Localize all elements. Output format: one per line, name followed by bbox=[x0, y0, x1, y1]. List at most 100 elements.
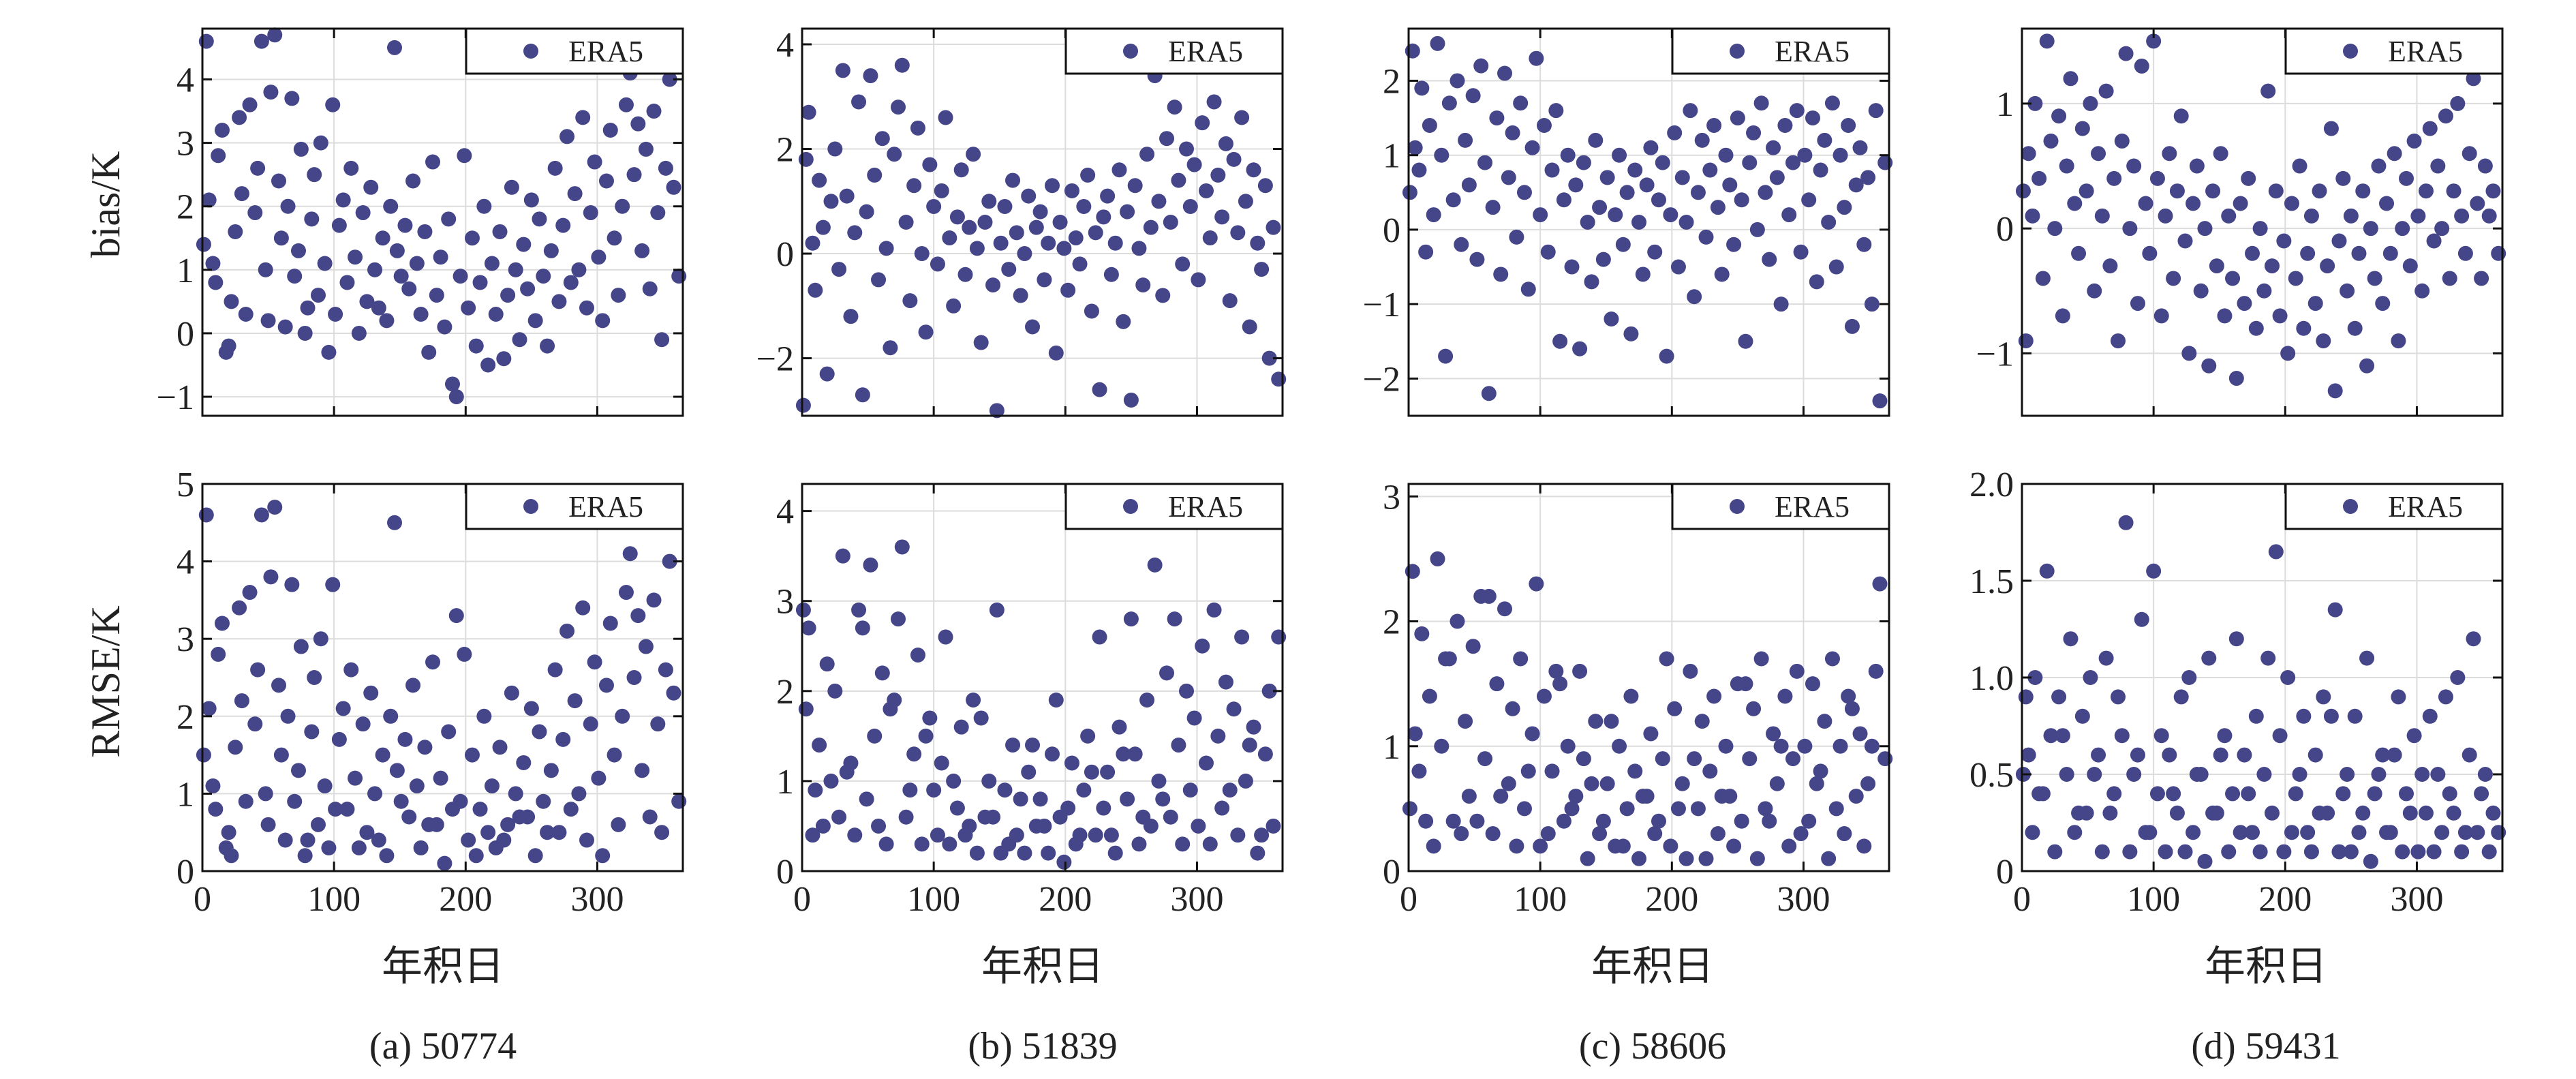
data-point bbox=[2402, 805, 2418, 821]
data-point bbox=[472, 802, 488, 817]
data-point bbox=[1139, 693, 1155, 708]
data-point bbox=[1762, 252, 1777, 267]
data-point bbox=[1868, 103, 1884, 119]
data-point bbox=[1254, 827, 1270, 843]
data-point bbox=[2457, 825, 2473, 840]
data-point bbox=[1877, 751, 1893, 767]
data-point bbox=[271, 173, 287, 189]
data-point bbox=[1667, 701, 1683, 716]
data-point bbox=[1080, 728, 1096, 744]
data-point bbox=[2414, 283, 2430, 299]
data-point bbox=[1572, 663, 1588, 679]
data-point bbox=[2027, 670, 2043, 685]
data-point bbox=[1198, 755, 1214, 771]
data-point bbox=[1116, 746, 1131, 762]
data-point bbox=[867, 167, 883, 183]
data-point bbox=[1678, 851, 1694, 866]
data-point bbox=[1206, 602, 1222, 618]
data-point bbox=[461, 300, 476, 316]
panel-a-bias: −1 0 1 2 3 4 ERA5 bbox=[157, 27, 687, 417]
data-point bbox=[2245, 825, 2260, 840]
data-point bbox=[1143, 219, 1159, 235]
data-point bbox=[293, 639, 309, 654]
data-point bbox=[512, 332, 527, 348]
data-point bbox=[2292, 158, 2307, 174]
data-point bbox=[2118, 46, 2134, 61]
data-point bbox=[2177, 844, 2193, 860]
xlabel-c: 年积日 bbox=[1591, 944, 1714, 989]
data-point bbox=[1454, 826, 1469, 842]
data-point bbox=[1643, 726, 1659, 742]
data-point bbox=[977, 215, 993, 230]
data-point bbox=[321, 840, 337, 855]
data-point bbox=[351, 325, 367, 341]
data-point bbox=[2438, 108, 2453, 124]
data-point bbox=[201, 192, 217, 208]
data-point bbox=[2260, 650, 2276, 666]
data-point bbox=[211, 148, 226, 164]
data-point bbox=[2474, 271, 2489, 286]
data-point bbox=[2043, 728, 2059, 744]
data-point bbox=[887, 147, 902, 162]
data-point bbox=[196, 237, 211, 252]
data-point bbox=[827, 141, 843, 157]
data-point bbox=[1520, 763, 1536, 779]
data-point bbox=[476, 708, 492, 724]
data-point bbox=[335, 701, 351, 716]
data-point bbox=[2316, 689, 2331, 705]
data-point bbox=[973, 710, 989, 726]
data-point bbox=[989, 602, 1005, 618]
data-point bbox=[1064, 183, 1079, 198]
data-point bbox=[2225, 271, 2241, 286]
data-point bbox=[1655, 751, 1670, 767]
data-point bbox=[2186, 196, 2201, 211]
data-point bbox=[1407, 726, 1423, 742]
data-point bbox=[547, 662, 563, 678]
data-point bbox=[1092, 382, 1107, 397]
data-point bbox=[1441, 95, 1457, 111]
data-point bbox=[1852, 726, 1868, 742]
data-point bbox=[343, 160, 359, 176]
data-point bbox=[2217, 308, 2233, 324]
data-point bbox=[946, 773, 962, 789]
caption-b: (b) 51839 bbox=[968, 1025, 1117, 1067]
data-point bbox=[405, 173, 421, 189]
data-point bbox=[1698, 851, 1714, 866]
data-point bbox=[1753, 95, 1769, 111]
y-tick-label: 1 bbox=[1383, 728, 1400, 767]
data-point bbox=[1068, 230, 1084, 246]
legend-box bbox=[465, 27, 684, 75]
data-point bbox=[504, 179, 519, 195]
data-point bbox=[1202, 230, 1218, 246]
data-point bbox=[1564, 259, 1580, 275]
caption-c: (c) 58606 bbox=[1579, 1025, 1726, 1067]
data-point bbox=[2375, 296, 2391, 311]
data-point bbox=[1206, 94, 1222, 110]
data-point bbox=[2395, 221, 2410, 237]
data-point bbox=[2264, 805, 2280, 821]
data-point bbox=[650, 716, 666, 732]
y-tick-label: 1 bbox=[1383, 137, 1400, 176]
data-point bbox=[1458, 714, 1473, 729]
data-point bbox=[2359, 650, 2375, 666]
data-point bbox=[1493, 267, 1509, 282]
data-point bbox=[2047, 844, 2063, 860]
data-point bbox=[2079, 805, 2094, 821]
y-tick-label: 4 bbox=[776, 26, 794, 65]
data-point bbox=[2272, 728, 2288, 744]
data-point bbox=[1599, 776, 1615, 791]
data-point bbox=[815, 818, 831, 834]
data-point bbox=[413, 840, 429, 855]
data-point bbox=[1037, 272, 1052, 288]
data-point bbox=[508, 786, 523, 802]
data-point bbox=[1805, 676, 1820, 692]
data-point bbox=[2491, 245, 2506, 261]
data-point bbox=[291, 243, 306, 258]
data-point bbox=[1422, 688, 1437, 704]
data-point bbox=[638, 639, 654, 654]
data-point bbox=[795, 602, 811, 618]
data-point bbox=[1844, 318, 1860, 334]
data-point bbox=[985, 809, 1001, 825]
data-point bbox=[966, 147, 981, 162]
data-point bbox=[1009, 827, 1024, 843]
